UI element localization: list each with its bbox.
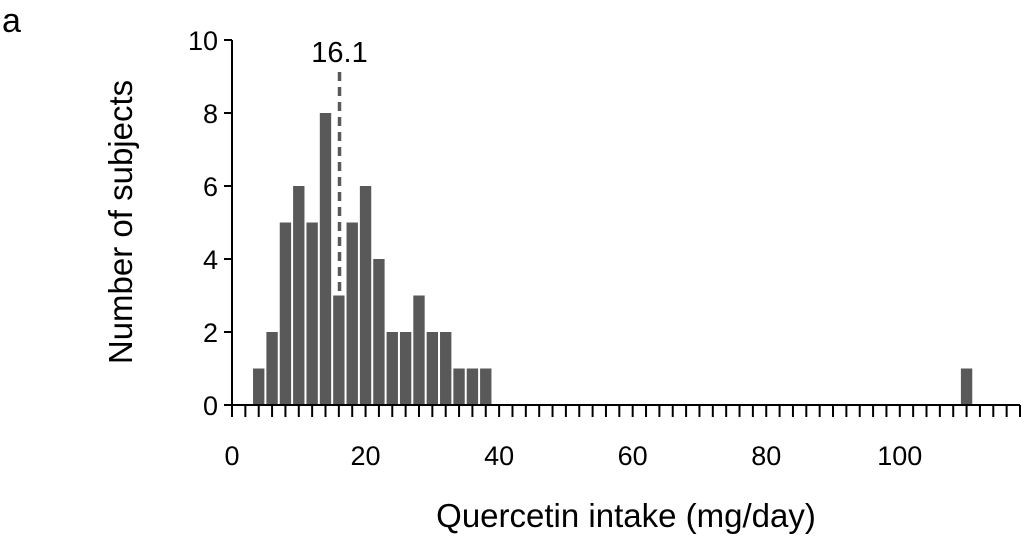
histogram-bar — [373, 259, 385, 405]
histogram-bar — [293, 186, 305, 405]
histogram-bar — [279, 222, 292, 405]
y-tick-label: 10 — [188, 26, 218, 56]
y-tick-label: 6 — [203, 172, 218, 202]
histogram-bar — [453, 368, 465, 405]
median-reference-label: 16.1 — [311, 37, 367, 69]
histogram-bar — [306, 222, 318, 405]
bars-group — [253, 113, 973, 405]
x-tick-label: 80 — [751, 441, 781, 471]
histogram-bar — [319, 113, 332, 405]
y-tick-label: 2 — [203, 318, 218, 348]
histogram-bar — [426, 332, 439, 405]
x-tick-label: 0 — [224, 441, 239, 471]
x-axis-title: Quercetin intake (mg/day) — [436, 497, 816, 534]
x-tick-label: 40 — [484, 441, 514, 471]
histogram-bar — [359, 186, 372, 405]
y-tick-label: 8 — [203, 99, 218, 129]
histogram-bar — [386, 332, 398, 405]
histogram-bar — [466, 368, 479, 405]
histogram-bar — [253, 368, 265, 405]
x-tick-label: 20 — [351, 441, 381, 471]
y-axis-title: Number of subjects — [102, 80, 139, 364]
histogram-bar — [346, 222, 358, 405]
histogram-bar — [266, 332, 278, 405]
histogram-bar — [399, 332, 412, 405]
histogram-bar — [440, 332, 452, 405]
y-tick-label: 0 — [203, 391, 218, 421]
y-tick-label: 4 — [203, 245, 218, 275]
x-tick-label: 60 — [618, 441, 648, 471]
histogram-bar — [480, 368, 492, 405]
histogram-bar — [413, 295, 425, 405]
x-tick-label: 100 — [877, 441, 922, 471]
histogram-bar — [960, 368, 973, 405]
panel-letter: a — [2, 2, 21, 40]
reference-line-group: 16.1 — [311, 37, 368, 405]
